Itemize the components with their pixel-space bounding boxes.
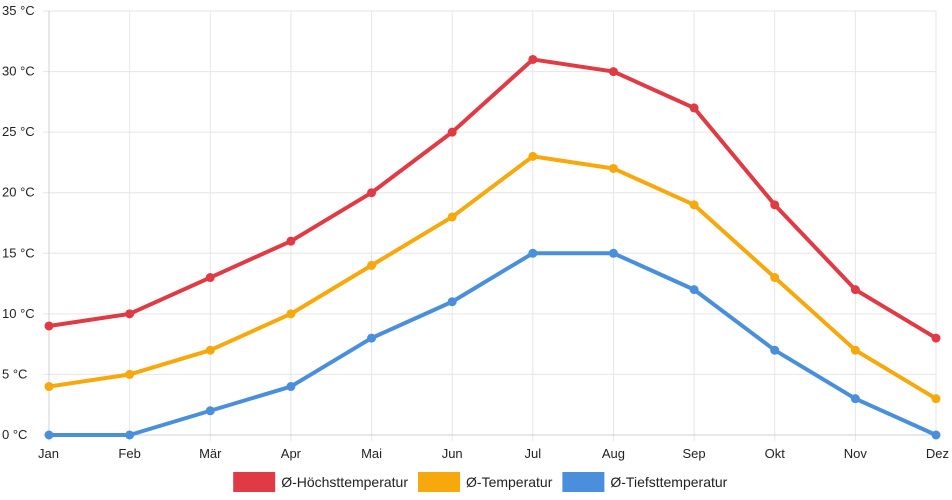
legend-item[interactable]: Ø-Tiefsttemperatur — [562, 472, 728, 492]
data-point[interactable] — [689, 103, 699, 113]
x-tick-label: Jul — [525, 446, 542, 461]
data-point[interactable] — [205, 345, 215, 355]
data-point[interactable] — [528, 151, 538, 161]
data-point[interactable] — [44, 321, 54, 331]
data-point[interactable] — [125, 309, 135, 319]
data-point[interactable] — [608, 67, 618, 77]
series-line-0 — [47, 57, 938, 341]
data-point[interactable] — [931, 394, 941, 404]
data-point[interactable] — [850, 394, 860, 404]
data-point[interactable] — [205, 273, 215, 283]
data-point[interactable] — [286, 382, 296, 392]
legend-label: Ø-Temperatur — [466, 474, 553, 490]
data-point[interactable] — [44, 382, 54, 392]
legend-swatch — [562, 472, 605, 492]
legend-item[interactable]: Ø-Temperatur — [418, 472, 553, 492]
x-tick-label: Okt — [765, 446, 786, 461]
data-point[interactable] — [689, 200, 699, 210]
data-point[interactable] — [528, 54, 538, 64]
series-line-1 — [47, 154, 938, 401]
data-point[interactable] — [447, 297, 457, 307]
data-point[interactable] — [689, 285, 699, 295]
data-point[interactable] — [931, 430, 941, 440]
y-tick-label: 25 °C — [2, 124, 35, 139]
data-point[interactable] — [286, 236, 296, 246]
series-group — [44, 54, 941, 440]
x-tick-label: Sep — [683, 446, 706, 461]
x-tick-label: Feb — [118, 446, 140, 461]
data-point[interactable] — [367, 333, 377, 343]
data-point[interactable] — [44, 430, 54, 440]
legend-label: Ø-Tiefsttemperatur — [610, 474, 727, 490]
data-point[interactable] — [850, 345, 860, 355]
y-tick-label: 10 °C — [2, 306, 35, 321]
legend-swatch — [233, 472, 276, 492]
data-point[interactable] — [770, 200, 780, 210]
data-point[interactable] — [770, 345, 780, 355]
data-point[interactable] — [447, 127, 457, 137]
data-point[interactable] — [286, 309, 296, 319]
x-axis-ticks: Jan Feb Mär Apr Mai Jun Jul Aug Sep Okt Nov Dez — [38, 446, 949, 461]
x-tick-label: Mär — [199, 446, 222, 461]
data-point[interactable] — [850, 285, 860, 295]
data-point[interactable] — [528, 248, 538, 258]
x-tick-label: Jan — [38, 446, 59, 461]
data-point[interactable] — [367, 260, 377, 270]
y-tick-label: 35 °C — [2, 3, 35, 18]
y-tick-label: 0 °C — [2, 427, 27, 442]
data-point[interactable] — [125, 369, 135, 379]
x-tick-label: Mai — [361, 446, 382, 461]
legend: Ø-Höchsttemperatur Ø-Temperatur Ø-Tiefstte… — [233, 472, 728, 492]
x-tick-label: Apr — [281, 446, 302, 461]
grid — [43, 10, 937, 441]
x-tick-label: Aug — [602, 446, 625, 461]
y-tick-label: 20 °C — [2, 185, 35, 200]
data-point[interactable] — [205, 406, 215, 416]
data-point[interactable] — [125, 430, 135, 440]
legend-label: Ø-Höchsttemperatur — [281, 474, 408, 490]
data-point[interactable] — [367, 188, 377, 198]
legend-swatch — [418, 472, 461, 492]
y-tick-label: 30 °C — [2, 64, 35, 79]
x-tick-label: Jun — [442, 446, 463, 461]
data-point[interactable] — [447, 212, 457, 222]
y-tick-label: 5 °C — [2, 366, 27, 381]
data-point[interactable] — [608, 248, 618, 258]
y-axis-ticks: 0 °C 5 °C 10 °C 15 °C 20 °C 25 °C 30 °C 35 °C — [2, 3, 35, 442]
data-point[interactable] — [931, 333, 941, 343]
data-point[interactable] — [770, 273, 780, 283]
x-tick-label: Nov — [844, 446, 868, 461]
series-line-2 — [47, 251, 938, 437]
data-point[interactable] — [608, 163, 618, 173]
y-tick-label: 15 °C — [2, 245, 35, 260]
legend-item[interactable]: Ø-Höchsttemperatur — [233, 472, 408, 492]
x-tick-label: Dez — [926, 446, 949, 461]
